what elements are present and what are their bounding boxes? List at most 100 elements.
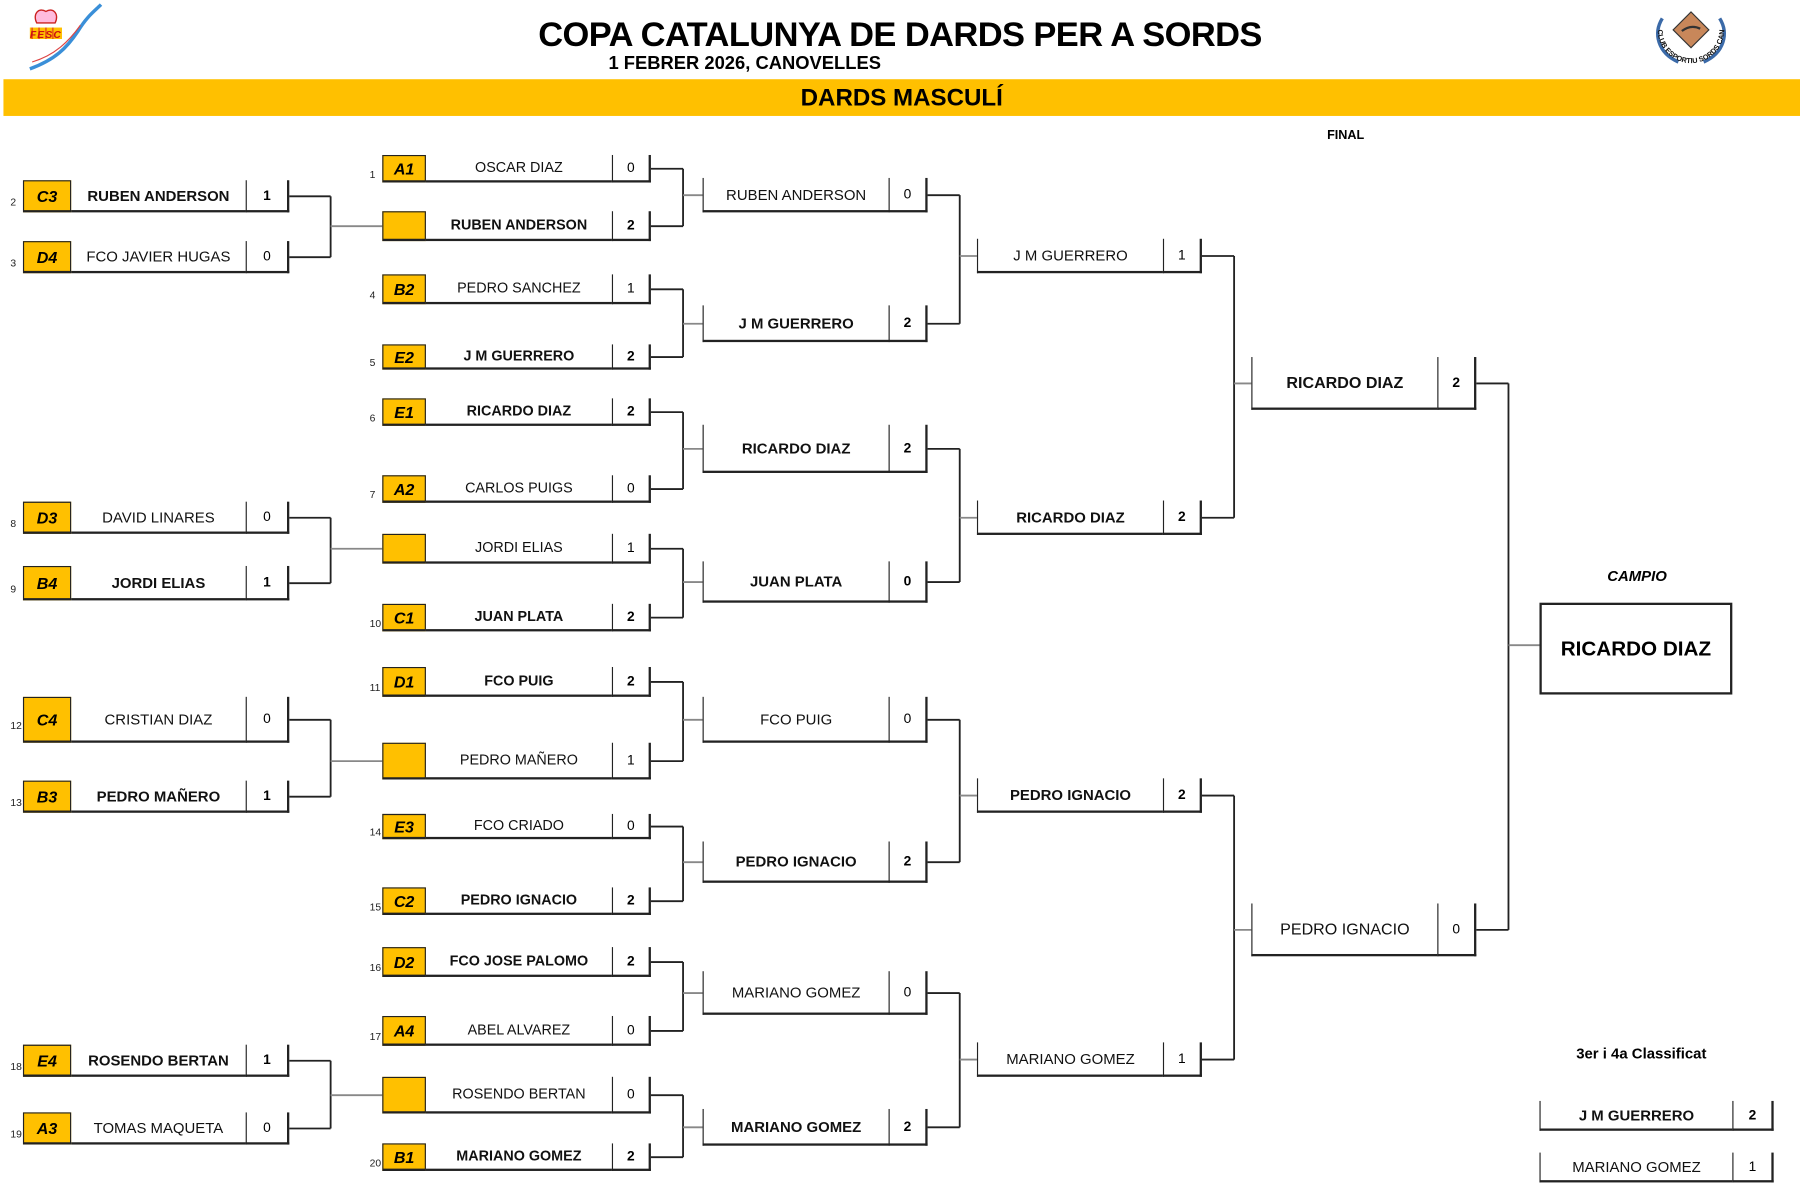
match-number: 1 — [369, 168, 376, 181]
match-number: 3 — [10, 257, 17, 269]
round-4-slot: PEDRO IGNACIO 2 — [976, 778, 1202, 813]
round-3-slot: MARIANO GOMEZ 2 — [702, 1108, 928, 1146]
player-score: 2 — [611, 887, 651, 915]
player-name: PEDRO MAÑERO — [71, 781, 246, 813]
player-name: RICARDO DIAZ — [702, 424, 889, 473]
round-1-slot: B3 PEDRO MAÑERO 1 — [22, 780, 290, 813]
round-1-slot: C3 RUBEN ANDERSON 1 — [22, 180, 290, 213]
player-name: OSCAR DIAZ — [425, 155, 612, 183]
player-name: FCO PUIG — [702, 696, 889, 743]
match-number: 17 — [369, 1030, 382, 1043]
player-name: PEDRO IGNACIO — [425, 887, 612, 915]
round-2-slot: E3 FCO CRIADO 0 — [382, 813, 651, 840]
player-name: JORDI ELIAS — [425, 534, 612, 564]
player-score: 1 — [611, 533, 651, 564]
player-name: RUBEN ANDERSON — [71, 180, 246, 213]
player-name: ABEL ALVAREZ — [425, 1016, 612, 1046]
match-number: 15 — [369, 901, 382, 913]
player-name: JUAN PLATA — [425, 604, 612, 632]
player-name: J M GUERRERO — [1539, 1100, 1733, 1131]
round-2-slot: B2 PEDRO SANCHEZ 1 — [382, 274, 651, 305]
match-number: 11 — [369, 681, 381, 694]
player-score: 1 — [611, 274, 651, 305]
player-name: J M GUERRERO — [976, 238, 1163, 274]
player-score: 2 — [888, 305, 928, 343]
player-score: 2 — [611, 947, 651, 977]
player-score: 2 — [1732, 1100, 1774, 1131]
page-title: COPA CATALUNYA DE DARDS PER A SORDS — [538, 16, 1262, 54]
group-code — [382, 211, 426, 242]
third-place-slot: J M GUERRERO 2 — [1539, 1100, 1774, 1131]
group-code: C2 — [382, 887, 426, 915]
player-score: 0 — [888, 696, 928, 743]
round-2-slot: C1 JUAN PLATA 2 — [382, 603, 651, 632]
player-name: JUAN PLATA — [702, 561, 889, 603]
player-score: 1 — [245, 780, 290, 813]
group-code: C4 — [22, 696, 72, 743]
player-score: 0 — [611, 475, 651, 503]
player-score: 1 — [245, 1044, 290, 1077]
round-5-slot: RICARDO DIAZ 2 — [1251, 357, 1477, 410]
round-2-slot: D1 FCO PUIG 2 — [382, 666, 651, 697]
player-score: 2 — [888, 1108, 928, 1146]
player-score: 2 — [611, 344, 651, 370]
round-1-slot: A3 TOMAS MAQUETA 0 — [22, 1112, 290, 1145]
round-2-slot: E2 J M GUERRERO 2 — [382, 344, 651, 370]
category-banner: DARDS MASCULÍ — [3, 79, 1800, 116]
round-5-slot: PEDRO IGNACIO 0 — [1251, 903, 1477, 957]
round-1-slot: E4 ROSENDO BERTAN 1 — [22, 1044, 290, 1077]
match-number: 8 — [10, 517, 17, 530]
fesc-logo-text: FESC — [30, 30, 62, 41]
player-score: 2 — [611, 398, 651, 426]
round-3-slot: RUBEN ANDERSON 0 — [702, 177, 928, 213]
player-name: MARIANO GOMEZ — [1539, 1152, 1733, 1183]
player-name: FCO CRIADO — [425, 814, 612, 840]
group-code: D1 — [382, 666, 426, 697]
match-number: 9 — [10, 583, 17, 595]
round-1-slot: B4 JORDI ELIAS 1 — [22, 565, 290, 601]
round-4-slot: MARIANO GOMEZ 1 — [976, 1042, 1202, 1077]
player-score: 2 — [611, 211, 651, 242]
fesc-logo: FESC — [29, 3, 103, 71]
round-2-slot: ROSENDO BERTAN 0 — [382, 1076, 651, 1114]
player-score: 2 — [1437, 357, 1477, 410]
group-code: A2 — [382, 475, 426, 503]
group-code: D3 — [22, 501, 72, 534]
player-name: FCO PUIG — [425, 667, 612, 697]
player-name: FCO JOSE PALOMO — [425, 947, 612, 977]
round-3-slot: FCO PUIG 0 — [702, 696, 928, 743]
match-number: 20 — [369, 1157, 382, 1169]
player-name: J M GUERRERO — [425, 344, 612, 370]
group-code: A3 — [22, 1112, 72, 1145]
player-score: 2 — [1162, 500, 1202, 535]
match-number: 6 — [369, 412, 376, 424]
round-1-slot: C4 CRISTIAN DIAZ 0 — [22, 696, 290, 743]
round-2-slot: D2 FCO JOSE PALOMO 2 — [382, 947, 651, 977]
player-score: 0 — [245, 501, 290, 534]
club-logo: CLUB ESPORTIU SORDS CANOVELLES — [1644, 5, 1726, 66]
group-code: E2 — [382, 344, 426, 370]
player-score: 0 — [611, 154, 651, 183]
player-score: 2 — [611, 666, 651, 697]
round-2-slot: A4 ABEL ALVAREZ 0 — [382, 1015, 651, 1046]
round-2-slot: A1 OSCAR DIAZ 0 — [382, 154, 651, 183]
player-name: JORDI ELIAS — [71, 566, 246, 601]
group-code: B4 — [22, 565, 72, 601]
group-code: D4 — [22, 241, 72, 274]
player-name: RUBEN ANDERSON — [702, 177, 889, 213]
player-name: PEDRO MAÑERO — [425, 743, 612, 780]
player-name: RICARDO DIAZ — [1251, 357, 1438, 410]
group-code: E1 — [382, 398, 426, 426]
match-number: 5 — [369, 357, 376, 369]
match-number: 19 — [10, 1128, 22, 1140]
match-number: 2 — [10, 196, 17, 208]
group-code: B2 — [382, 274, 426, 305]
player-score: 2 — [888, 424, 928, 473]
player-score: 0 — [1437, 903, 1477, 957]
match-number: 7 — [369, 489, 376, 501]
group-code: D2 — [382, 947, 426, 977]
round-3-slot: JUAN PLATA 0 — [702, 561, 928, 603]
player-name: DAVID LINARES — [71, 502, 246, 534]
